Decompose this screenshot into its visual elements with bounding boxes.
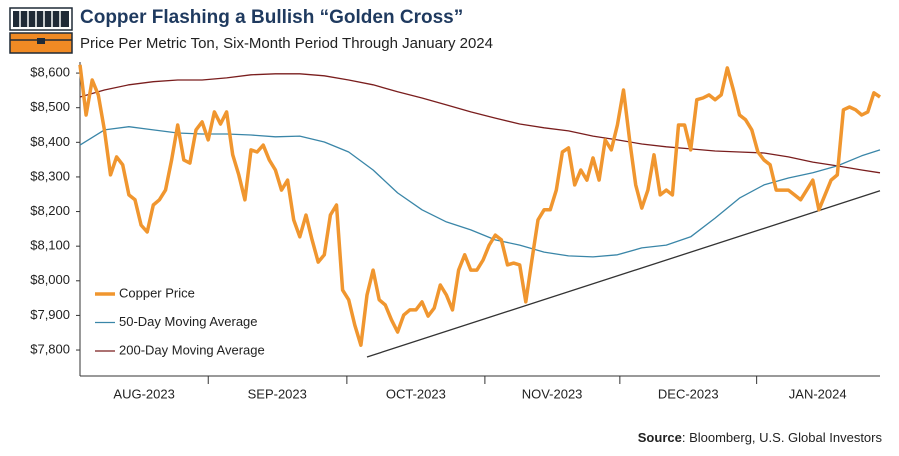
- y-tick-label: $8,200: [30, 203, 70, 218]
- legend-label: 200-Day Moving Average: [119, 342, 265, 357]
- y-tick-label: $7,800: [30, 341, 70, 356]
- source-text: : Bloomberg, U.S. Global Investors: [682, 430, 883, 445]
- chart-subtitle: Price Per Metric Ton, Six-Month Period T…: [80, 35, 493, 52]
- y-tick-label: $7,900: [30, 307, 70, 322]
- x-tick-label: DEC-2023: [658, 386, 719, 401]
- header-icon: [9, 7, 73, 54]
- x-tick-label: JAN-2024: [789, 386, 847, 401]
- y-tick-label: $8,000: [30, 272, 70, 287]
- y-tick-label: $8,400: [30, 134, 70, 149]
- trend-line: [366, 190, 881, 358]
- y-tick-label: $8,600: [30, 65, 70, 80]
- legend-label: 50-Day Moving Average: [119, 314, 258, 329]
- series-line: [78, 64, 881, 347]
- x-tick-label: SEP-2023: [248, 386, 307, 401]
- legend-label: Copper Price: [119, 285, 195, 300]
- y-tick-label: $8,500: [30, 99, 70, 114]
- x-tick-label: AUG-2023: [113, 386, 174, 401]
- x-tick-label: NOV-2023: [522, 386, 583, 401]
- chart-title: Copper Flashing a Bullish “Golden Cross”: [80, 7, 463, 28]
- series-line: [79, 126, 881, 258]
- source: Source: Bloomberg, U.S. Global Investors: [638, 430, 883, 445]
- series-line: [79, 73, 881, 174]
- y-tick-label: $8,100: [30, 238, 70, 253]
- y-tick-label: $8,300: [30, 168, 70, 183]
- x-tick-label: OCT-2023: [386, 386, 446, 401]
- source-label: Source: [638, 430, 682, 445]
